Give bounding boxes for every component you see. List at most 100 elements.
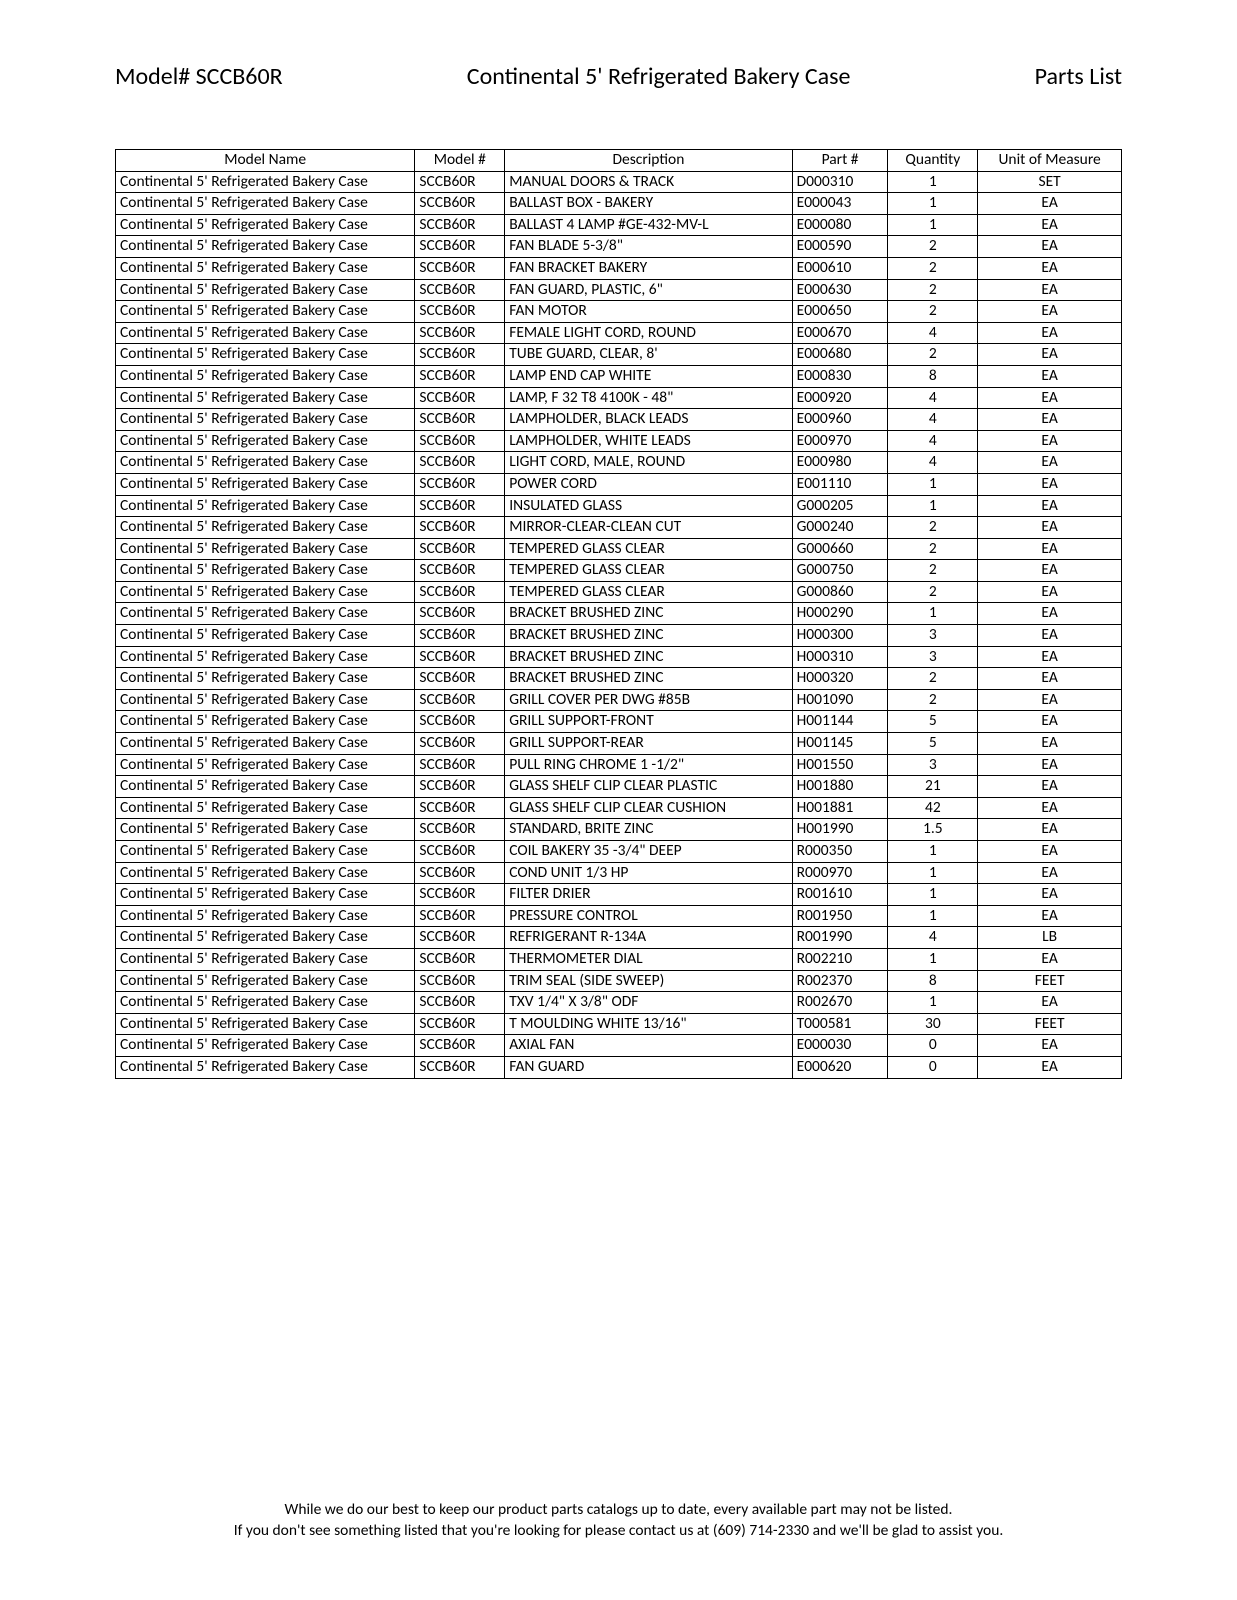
cell-desc: LAMPHOLDER, BLACK LEADS bbox=[505, 409, 792, 431]
table-row: Continental 5' Refrigerated Bakery CaseS… bbox=[116, 517, 1122, 539]
cell-model: SCCB60R bbox=[415, 992, 505, 1014]
table-row: Continental 5' Refrigerated Bakery CaseS… bbox=[116, 1013, 1122, 1035]
cell-uom: EA bbox=[978, 236, 1122, 258]
page-header: Model# SCCB60R Continental 5' Refrigerat… bbox=[115, 62, 1122, 91]
table-row: Continental 5' Refrigerated Bakery CaseS… bbox=[116, 948, 1122, 970]
cell-uom: EA bbox=[978, 409, 1122, 431]
cell-modelname: Continental 5' Refrigerated Bakery Case bbox=[116, 236, 415, 258]
cell-uom: EA bbox=[978, 473, 1122, 495]
cell-uom: FEET bbox=[978, 970, 1122, 992]
cell-part: E000610 bbox=[792, 257, 888, 279]
cell-model: SCCB60R bbox=[415, 560, 505, 582]
cell-uom: EA bbox=[978, 841, 1122, 863]
cell-uom: EA bbox=[978, 257, 1122, 279]
table-row: Continental 5' Refrigerated Bakery CaseS… bbox=[116, 992, 1122, 1014]
cell-uom: EA bbox=[978, 495, 1122, 517]
cell-desc: BRACKET BRUSHED ZINC bbox=[505, 668, 792, 690]
cell-part: R001990 bbox=[792, 927, 888, 949]
footer-line-2: If you don't see something listed that y… bbox=[0, 1521, 1237, 1542]
cell-model: SCCB60R bbox=[415, 776, 505, 798]
cell-qty: 0 bbox=[888, 1035, 978, 1057]
cell-desc: COIL BAKERY 35 -3/4" DEEP bbox=[505, 841, 792, 863]
cell-modelname: Continental 5' Refrigerated Bakery Case bbox=[116, 495, 415, 517]
cell-qty: 2 bbox=[888, 257, 978, 279]
cell-desc: TUBE GUARD, CLEAR, 8' bbox=[505, 344, 792, 366]
cell-uom: EA bbox=[978, 538, 1122, 560]
cell-model: SCCB60R bbox=[415, 517, 505, 539]
cell-part: E000980 bbox=[792, 452, 888, 474]
cell-desc: COND UNIT 1/3 HP bbox=[505, 862, 792, 884]
cell-part: E000670 bbox=[792, 322, 888, 344]
col-modelname: Model Name bbox=[116, 150, 415, 172]
cell-modelname: Continental 5' Refrigerated Bakery Case bbox=[116, 257, 415, 279]
cell-modelname: Continental 5' Refrigerated Bakery Case bbox=[116, 538, 415, 560]
cell-part: E000590 bbox=[792, 236, 888, 258]
cell-desc: LAMP, F 32 T8 4100K - 48" bbox=[505, 387, 792, 409]
cell-uom: EA bbox=[978, 1035, 1122, 1057]
cell-qty: 30 bbox=[888, 1013, 978, 1035]
cell-uom: SET bbox=[978, 171, 1122, 193]
cell-desc: TEMPERED GLASS CLEAR bbox=[505, 581, 792, 603]
cell-model: SCCB60R bbox=[415, 495, 505, 517]
cell-qty: 2 bbox=[888, 517, 978, 539]
cell-desc: LAMPHOLDER, WHITE LEADS bbox=[505, 430, 792, 452]
cell-desc: MIRROR-CLEAR-CLEAN CUT bbox=[505, 517, 792, 539]
cell-uom: EA bbox=[978, 581, 1122, 603]
cell-model: SCCB60R bbox=[415, 1035, 505, 1057]
page-footer: While we do our best to keep our product… bbox=[0, 1500, 1237, 1542]
table-row: Continental 5' Refrigerated Bakery CaseS… bbox=[116, 430, 1122, 452]
cell-desc: LAMP END CAP WHITE bbox=[505, 365, 792, 387]
table-row: Continental 5' Refrigerated Bakery CaseS… bbox=[116, 927, 1122, 949]
cell-uom: EA bbox=[978, 668, 1122, 690]
cell-uom: EA bbox=[978, 905, 1122, 927]
cell-qty: 2 bbox=[888, 581, 978, 603]
cell-model: SCCB60R bbox=[415, 689, 505, 711]
cell-modelname: Continental 5' Refrigerated Bakery Case bbox=[116, 1035, 415, 1057]
cell-desc: BALLAST 4 LAMP #GE-432-MV-L bbox=[505, 214, 792, 236]
table-row: Continental 5' Refrigerated Bakery CaseS… bbox=[116, 495, 1122, 517]
cell-part: G000205 bbox=[792, 495, 888, 517]
cell-part: H000290 bbox=[792, 603, 888, 625]
col-part: Part # bbox=[792, 150, 888, 172]
cell-part: E000830 bbox=[792, 365, 888, 387]
cell-model: SCCB60R bbox=[415, 733, 505, 755]
table-row: Continental 5' Refrigerated Bakery CaseS… bbox=[116, 733, 1122, 755]
cell-desc: AXIAL FAN bbox=[505, 1035, 792, 1057]
cell-part: E000680 bbox=[792, 344, 888, 366]
cell-part: E000620 bbox=[792, 1056, 888, 1078]
col-desc: Description bbox=[505, 150, 792, 172]
cell-modelname: Continental 5' Refrigerated Bakery Case bbox=[116, 819, 415, 841]
table-row: Continental 5' Refrigerated Bakery CaseS… bbox=[116, 409, 1122, 431]
cell-model: SCCB60R bbox=[415, 711, 505, 733]
cell-uom: EA bbox=[978, 689, 1122, 711]
cell-uom: EA bbox=[978, 992, 1122, 1014]
cell-modelname: Continental 5' Refrigerated Bakery Case bbox=[116, 1056, 415, 1078]
cell-part: E000650 bbox=[792, 301, 888, 323]
cell-modelname: Continental 5' Refrigerated Bakery Case bbox=[116, 884, 415, 906]
cell-uom: FEET bbox=[978, 1013, 1122, 1035]
parts-table-head: Model Name Model # Description Part # Qu… bbox=[116, 150, 1122, 172]
cell-model: SCCB60R bbox=[415, 365, 505, 387]
cell-desc: REFRIGERANT R-134A bbox=[505, 927, 792, 949]
cell-modelname: Continental 5' Refrigerated Bakery Case bbox=[116, 387, 415, 409]
header-title: Continental 5' Refrigerated Bakery Case bbox=[283, 62, 1035, 91]
table-row: Continental 5' Refrigerated Bakery CaseS… bbox=[116, 1035, 1122, 1057]
cell-qty: 2 bbox=[888, 689, 978, 711]
cell-uom: EA bbox=[978, 387, 1122, 409]
cell-qty: 4 bbox=[888, 927, 978, 949]
table-row: Continental 5' Refrigerated Bakery CaseS… bbox=[116, 797, 1122, 819]
cell-qty: 5 bbox=[888, 733, 978, 755]
cell-model: SCCB60R bbox=[415, 970, 505, 992]
cell-modelname: Continental 5' Refrigerated Bakery Case bbox=[116, 862, 415, 884]
cell-qty: 42 bbox=[888, 797, 978, 819]
cell-desc: TRIM SEAL (SIDE SWEEP) bbox=[505, 970, 792, 992]
cell-qty: 4 bbox=[888, 452, 978, 474]
cell-qty: 1.5 bbox=[888, 819, 978, 841]
cell-qty: 1 bbox=[888, 992, 978, 1014]
cell-model: SCCB60R bbox=[415, 905, 505, 927]
cell-qty: 1 bbox=[888, 841, 978, 863]
table-row: Continental 5' Refrigerated Bakery CaseS… bbox=[116, 1056, 1122, 1078]
cell-model: SCCB60R bbox=[415, 387, 505, 409]
cell-modelname: Continental 5' Refrigerated Bakery Case bbox=[116, 689, 415, 711]
cell-uom: EA bbox=[978, 560, 1122, 582]
